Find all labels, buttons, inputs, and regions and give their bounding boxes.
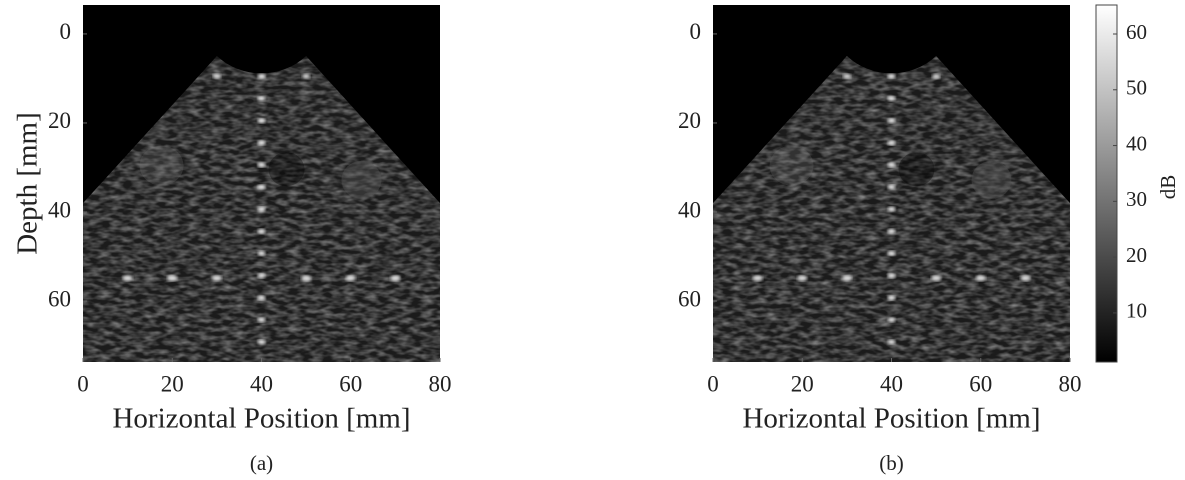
point-target	[257, 206, 266, 212]
point-target	[887, 250, 896, 256]
point-target	[752, 275, 763, 282]
x-tick-label: 60	[339, 371, 362, 396]
point-target	[1020, 275, 1031, 282]
point-target	[257, 228, 266, 234]
point-target	[257, 140, 266, 146]
point-target	[257, 339, 266, 345]
point-target	[887, 73, 896, 79]
point-target	[797, 275, 808, 282]
point-target	[257, 118, 266, 124]
point-target	[257, 273, 266, 279]
point-target	[257, 295, 266, 301]
colorbar-tick-label: 10	[1126, 299, 1147, 323]
point-target	[841, 275, 852, 282]
colorbar-tick-label: 30	[1126, 187, 1147, 211]
point-target	[932, 73, 941, 79]
cyst	[341, 160, 382, 199]
y-tick-label: 40	[678, 197, 701, 222]
point-target	[167, 275, 178, 282]
point-target	[257, 96, 266, 102]
y-tick-label: 0	[60, 19, 72, 44]
point-target	[887, 295, 896, 301]
colorbar-tick-label: 20	[1126, 243, 1147, 267]
point-target	[887, 228, 896, 234]
y-tick-label: 20	[48, 108, 71, 133]
cyst	[268, 152, 305, 187]
panel-caption: (a)	[250, 451, 273, 475]
x-tick-label: 0	[707, 371, 719, 396]
x-tick-label: 20	[791, 371, 814, 396]
point-target	[887, 206, 896, 212]
y-tick-label: 0	[690, 19, 702, 44]
point-target	[887, 184, 896, 190]
x-tick-label: 60	[969, 371, 992, 396]
y-tick-label: 60	[678, 286, 701, 311]
x-tick-label: 40	[250, 371, 273, 396]
y-tick-label: 40	[48, 197, 71, 222]
x-tick-label: 0	[77, 371, 89, 396]
cyst	[898, 152, 935, 187]
x-tick-label: 80	[429, 371, 452, 396]
point-target	[301, 275, 312, 282]
point-target	[257, 162, 266, 168]
x-axis-label: Horizontal Position [mm]	[112, 403, 410, 435]
point-target	[390, 275, 401, 282]
colorbar-label: dB	[1156, 175, 1180, 200]
point-target	[842, 73, 851, 79]
colorbar-tick-label: 50	[1126, 76, 1147, 100]
point-target	[257, 184, 266, 190]
colorbar-tick-label: 40	[1126, 131, 1147, 155]
x-tick-label: 20	[161, 371, 184, 396]
point-target	[975, 275, 986, 282]
point-target	[931, 275, 942, 282]
lesion	[139, 145, 184, 186]
point-target	[211, 275, 222, 282]
point-target	[257, 250, 266, 256]
point-target	[887, 96, 896, 102]
colorbar-tick-label: 60	[1126, 20, 1147, 44]
point-target	[887, 162, 896, 168]
point-target	[257, 317, 266, 323]
x-tick-label: 40	[880, 371, 903, 396]
cyst	[971, 160, 1012, 199]
point-target	[887, 140, 896, 146]
y-axis-label: Depth [mm]	[12, 112, 44, 255]
point-target	[345, 275, 356, 282]
point-target	[257, 73, 266, 79]
point-target	[887, 273, 896, 279]
point-target	[887, 339, 896, 345]
point-target	[887, 317, 896, 323]
x-tick-label: 80	[1059, 371, 1082, 396]
point-target	[302, 73, 311, 79]
x-axis-label: Horizontal Position [mm]	[742, 403, 1040, 435]
lesion	[769, 145, 814, 186]
y-tick-label: 60	[48, 286, 71, 311]
point-target	[887, 118, 896, 124]
panel-caption: (b)	[879, 451, 904, 475]
point-target	[122, 275, 133, 282]
y-tick-label: 20	[678, 108, 701, 133]
point-target	[212, 73, 221, 79]
colorbar	[1095, 4, 1118, 363]
